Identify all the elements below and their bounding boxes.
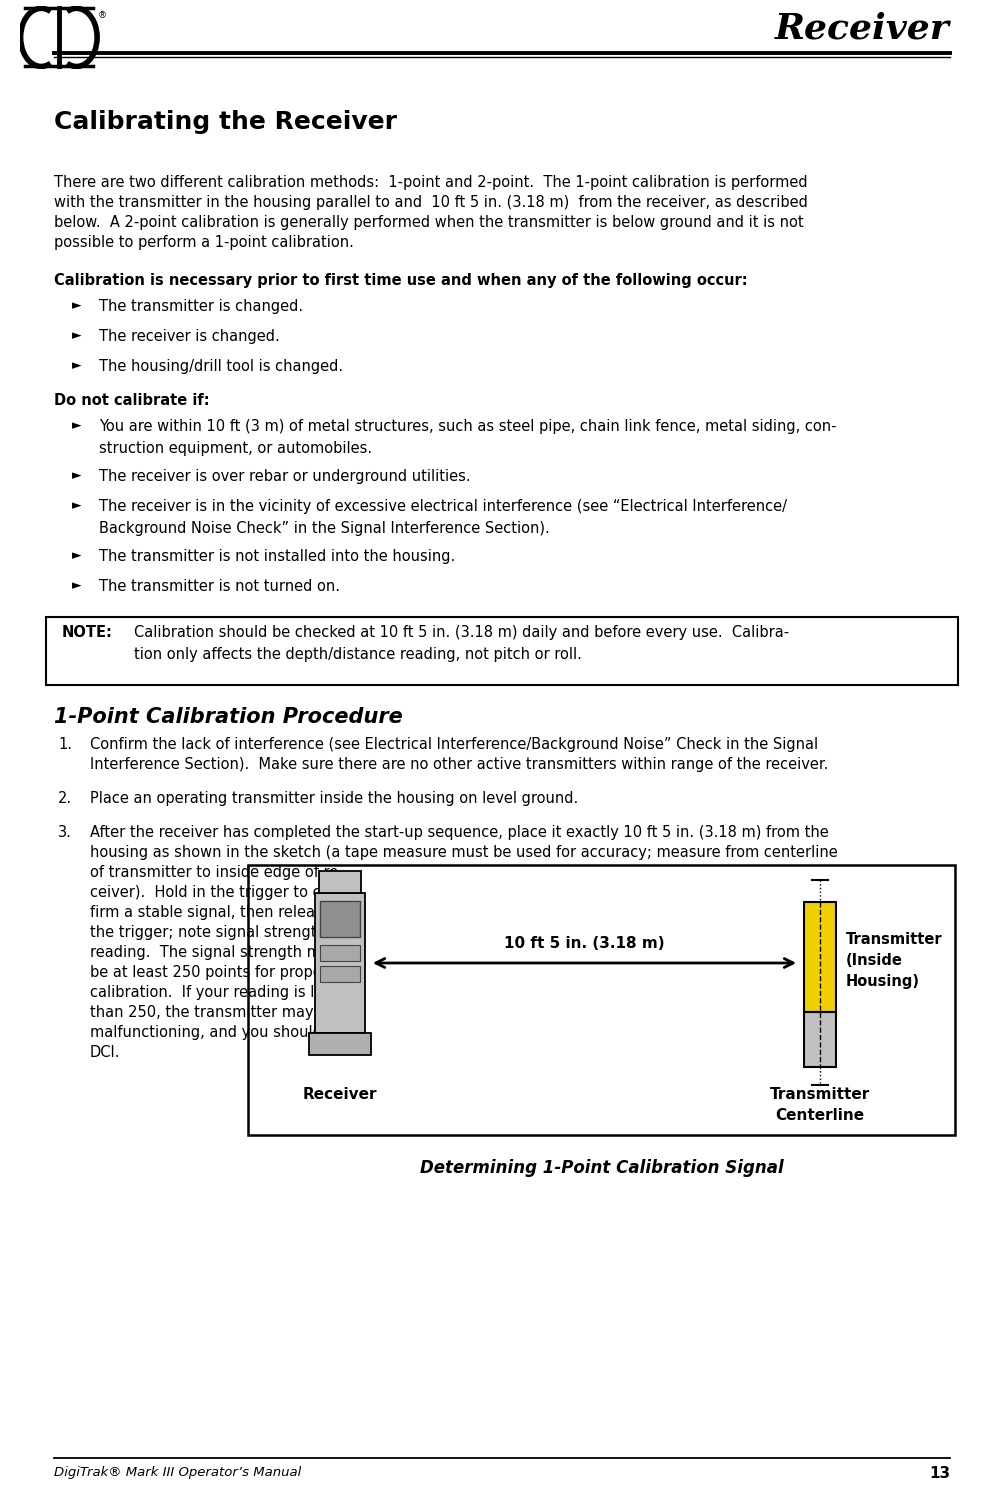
Text: the trigger; note signal strength: the trigger; note signal strength: [90, 925, 326, 939]
Text: 13: 13: [929, 1466, 950, 1481]
Text: housing as shown in the sketch (a tape measure must be used for accuracy; measur: housing as shown in the sketch (a tape m…: [90, 845, 838, 860]
Text: 1-Point Calibration Procedure: 1-Point Calibration Procedure: [54, 708, 403, 727]
Text: ®: ®: [98, 10, 107, 19]
Text: Calibration is necessary prior to first time use and when any of the following o: Calibration is necessary prior to first …: [54, 272, 748, 289]
Text: 1.: 1.: [58, 738, 72, 752]
Text: 3.: 3.: [58, 824, 72, 839]
Bar: [804, 902, 836, 1011]
Text: After the receiver has completed the start-up sequence, place it exactly 10 ft 5: After the receiver has completed the sta…: [90, 824, 829, 839]
Text: malfunctioning, and you should call: malfunctioning, and you should call: [90, 1025, 352, 1040]
Text: Receiver: Receiver: [303, 1088, 378, 1103]
Text: ►: ►: [72, 299, 81, 313]
Text: The transmitter is changed.: The transmitter is changed.: [99, 299, 303, 314]
Text: reading.  The signal strength must: reading. The signal strength must: [90, 945, 343, 960]
Text: Interference Section).  Make sure there are no other active transmitters within : Interference Section). Make sure there a…: [90, 757, 828, 772]
Bar: [320, 901, 360, 936]
Text: below.  A 2-point calibration is generally performed when the transmitter is bel: below. A 2-point calibration is generall…: [54, 215, 803, 230]
Text: ceiver).  Hold in the trigger to con-: ceiver). Hold in the trigger to con-: [90, 886, 344, 901]
Bar: [320, 966, 360, 981]
Text: DCI.: DCI.: [90, 1046, 121, 1061]
Text: ►: ►: [72, 579, 81, 592]
Text: The receiver is over rebar or underground utilities.: The receiver is over rebar or undergroun…: [99, 470, 471, 485]
Text: of transmitter to inside edge of re-: of transmitter to inside edge of re-: [90, 865, 343, 880]
Text: ►: ►: [72, 419, 81, 432]
Text: be at least 250 points for proper: be at least 250 points for proper: [90, 965, 328, 980]
Text: firm a stable signal, then release: firm a stable signal, then release: [90, 905, 332, 920]
Text: Determining 1-Point Calibration Signal: Determining 1-Point Calibration Signal: [420, 1159, 784, 1177]
Text: ►: ►: [72, 500, 81, 512]
Text: The receiver is changed.: The receiver is changed.: [99, 329, 280, 344]
Text: ►: ►: [72, 329, 81, 343]
Bar: [804, 1011, 836, 1067]
Text: 10 ft 5 in. (3.18 m): 10 ft 5 in. (3.18 m): [504, 936, 665, 951]
Text: possible to perform a 1-point calibration.: possible to perform a 1-point calibratio…: [54, 235, 354, 250]
Bar: [309, 1034, 371, 1055]
Text: Transmitter
Centerline: Transmitter Centerline: [770, 1088, 870, 1123]
Bar: [320, 945, 360, 960]
Text: ►: ►: [72, 549, 81, 562]
Text: ►: ►: [72, 470, 81, 482]
Text: DigiTrak® Mark III Operator’s Manual: DigiTrak® Mark III Operator’s Manual: [54, 1466, 301, 1480]
Text: There are two different calibration methods:  1-point and 2-point.  The 1-point : There are two different calibration meth…: [54, 175, 807, 190]
Text: You are within 10 ft (3 m) of metal structures, such as steel pipe, chain link f: You are within 10 ft (3 m) of metal stru…: [99, 419, 837, 456]
Bar: [46, 616, 958, 685]
Text: The transmitter is not turned on.: The transmitter is not turned on.: [99, 579, 340, 594]
Text: Confirm the lack of interference (see Electrical Interference/Background Noise” : Confirm the lack of interference (see El…: [90, 738, 818, 752]
Text: The transmitter is not installed into the housing.: The transmitter is not installed into th…: [99, 549, 455, 564]
Text: than 250, the transmitter may be: than 250, the transmitter may be: [90, 1005, 336, 1020]
Text: ►: ►: [72, 359, 81, 373]
Text: The housing/drill tool is changed.: The housing/drill tool is changed.: [99, 359, 343, 374]
Text: calibration.  If your reading is less: calibration. If your reading is less: [90, 984, 338, 999]
Bar: [248, 865, 955, 1135]
Text: Calibrating the Receiver: Calibrating the Receiver: [54, 111, 397, 135]
Text: The receiver is in the vicinity of excessive electrical interference (see “Elect: The receiver is in the vicinity of exces…: [99, 500, 787, 536]
Text: Calibration should be checked at 10 ft 5 in. (3.18 m) daily and before every use: Calibration should be checked at 10 ft 5…: [134, 625, 789, 663]
Text: 2.: 2.: [58, 791, 73, 806]
Text: with the transmitter in the housing parallel to and  10 ft 5 in. (3.18 m)  from : with the transmitter in the housing para…: [54, 194, 808, 209]
Text: Place an operating transmitter inside the housing on level ground.: Place an operating transmitter inside th…: [90, 791, 578, 806]
Bar: [315, 893, 365, 1034]
Bar: [319, 871, 361, 893]
Text: Do not calibrate if:: Do not calibrate if:: [54, 393, 210, 408]
Text: Receiver: Receiver: [775, 10, 950, 45]
Text: NOTE:: NOTE:: [62, 625, 113, 640]
Text: Transmitter
(Inside
Housing): Transmitter (Inside Housing): [846, 932, 943, 989]
